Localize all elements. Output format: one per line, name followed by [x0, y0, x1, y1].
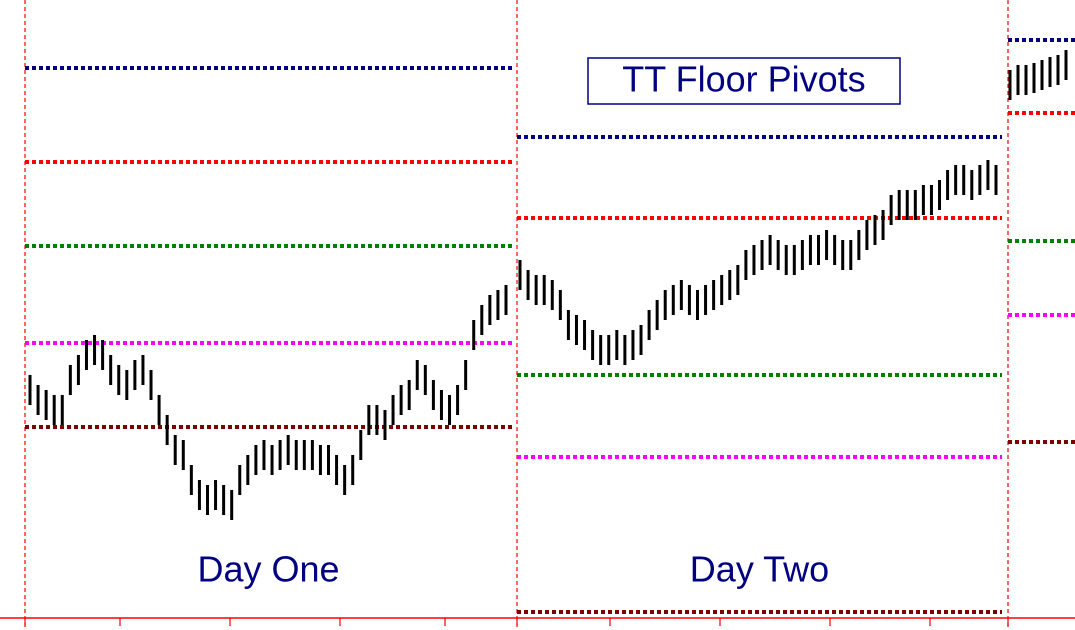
chart-title: TT Floor Pivots: [622, 59, 865, 100]
day-label: Day Two: [690, 549, 829, 590]
title-box: [587, 57, 901, 105]
day-label: Day One: [197, 549, 339, 590]
